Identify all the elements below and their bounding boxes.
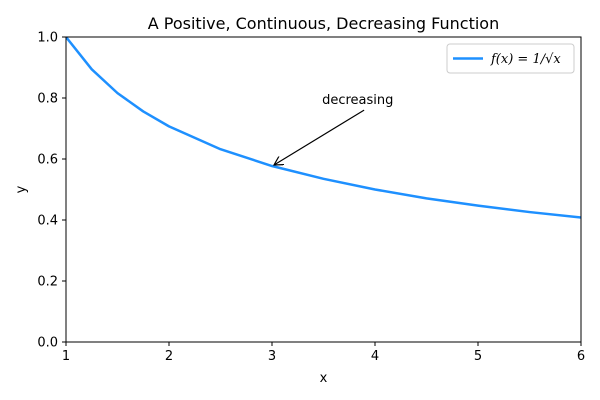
y-axis-ticks: 0.0 0.2 0.4 0.6 0.8 1.0 (37, 31, 66, 351)
y-tick-label: 0.4 (37, 214, 58, 229)
annotation-label: decreasing (322, 93, 393, 108)
y-tick-label: 0.2 (37, 275, 58, 290)
plot-area (65, 36, 582, 343)
plot-frame (65, 36, 582, 343)
y-tick-label: 0.8 (37, 92, 58, 107)
legend-box (446, 43, 575, 74)
chart-title: A Positive, Continuous, Decreasing Funct… (148, 14, 499, 33)
legend: f(x) = 1/√x (446, 43, 575, 74)
annotation-layer: decreasing (274, 93, 393, 165)
y-axis-label: y (14, 185, 29, 193)
x-axis-label: x (320, 371, 328, 386)
x-tick-label: 1 (62, 349, 70, 364)
annotation-arrow (274, 109, 365, 165)
y-tick-label: 1.0 (37, 31, 58, 46)
series-line-0 (66, 37, 581, 219)
legend-label: f(x) = 1/√x (490, 52, 561, 67)
x-tick-label: 4 (371, 349, 379, 364)
y-tick-label: 0.6 (37, 153, 58, 168)
x-tick-label: 2 (165, 349, 173, 364)
y-tick-label: 0.0 (37, 336, 58, 351)
x-tick-label: 5 (474, 349, 482, 364)
x-axis-ticks: 1 2 3 4 5 6 (62, 342, 585, 364)
x-tick-label: 3 (268, 349, 276, 364)
x-tick-label: 6 (577, 349, 585, 364)
